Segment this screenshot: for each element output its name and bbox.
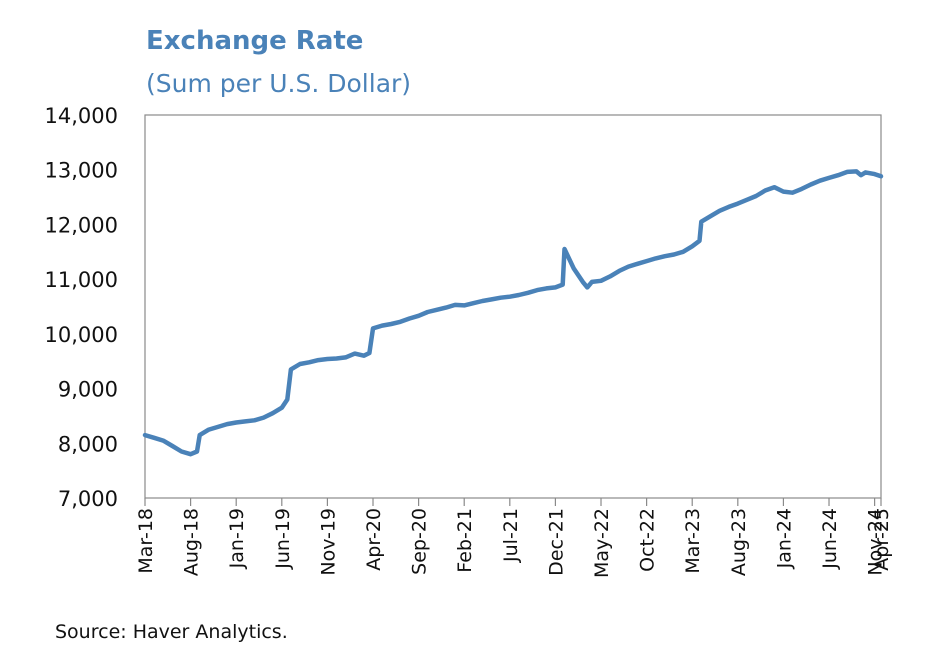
x-tick-label: Apr-20 [363, 508, 385, 571]
x-tick-label: Feb-21 [454, 508, 476, 573]
x-tick-label: Oct-22 [637, 508, 659, 572]
y-axis: 7,000 8,000 9,000 10,000 11,000 12,000 13,000 1… [45, 104, 118, 511]
x-tick-label: Nov-24 [865, 508, 887, 576]
y-tick-label: 12,000 [45, 213, 118, 237]
x-tick-label: Apr-25 [871, 508, 893, 571]
x-tick-label: Jun-24 [819, 508, 841, 570]
y-tick-label: 11,000 [45, 268, 118, 292]
y-tick-label: 8,000 [58, 432, 118, 456]
x-tick-label: Jan-19 [226, 508, 248, 569]
x-tick-label: Jul-21 [500, 508, 522, 563]
x-tick-label: Nov-19 [317, 508, 339, 576]
y-tick-label: 9,000 [58, 378, 118, 402]
x-tick-label: Aug-18 [181, 508, 203, 576]
chart-title: Exchange Rate [146, 26, 363, 56]
y-tick-label: 13,000 [45, 159, 118, 183]
source-note: Source: Haver Analytics. [55, 621, 288, 643]
chart-subtitle: (Sum per U.S. Dollar) [146, 69, 411, 98]
x-tick-label: Jun-19 [272, 508, 294, 570]
x-tick-label: Jan-24 [773, 508, 795, 569]
series-line [142, 169, 884, 457]
x-tick-label: Dec-21 [545, 508, 567, 576]
x-tick-label: Mar-18 [135, 508, 157, 574]
x-axis: Mar-18 Aug-18 Jan-19 Jun-19 Nov-19 Apr-20 Sep-… [135, 498, 893, 578]
series-group [142, 169, 884, 457]
x-tick-label: Mar-23 [682, 508, 704, 574]
y-tick-label: 14,000 [45, 104, 118, 128]
y-tick-label: 10,000 [45, 323, 118, 347]
x-tick-label: Aug-23 [728, 508, 750, 576]
x-tick-label: May-22 [591, 508, 613, 578]
y-tick-label: 7,000 [58, 487, 118, 511]
x-tick-label: Sep-20 [409, 508, 431, 575]
plot-area-frame [144, 114, 882, 499]
